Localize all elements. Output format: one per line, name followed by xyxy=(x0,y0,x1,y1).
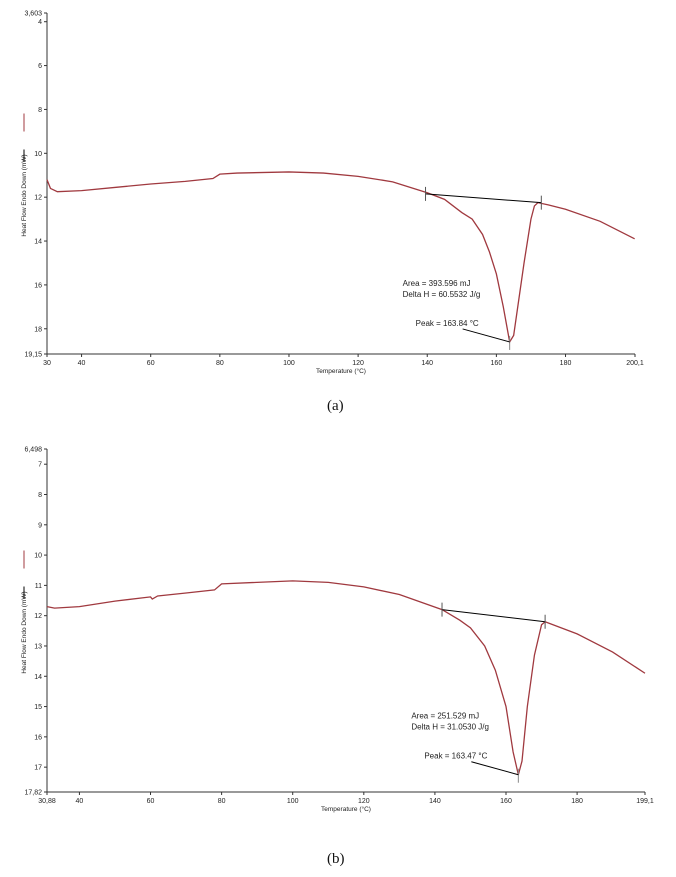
x-tick-label: 80 xyxy=(218,798,226,805)
y-tick-label: 16 xyxy=(34,734,42,741)
x-tick-label: 140 xyxy=(429,798,441,805)
peak-leader-line xyxy=(471,761,519,776)
y-tick-label: 17,82 xyxy=(24,790,42,797)
x-tick-label: 140 xyxy=(421,360,433,367)
x-tick-label: 30 xyxy=(43,360,51,367)
y-tick-label: 12 xyxy=(34,613,42,620)
y-tick-label: 8 xyxy=(38,492,42,499)
integration-baseline xyxy=(425,193,542,204)
y-tick-label: 13 xyxy=(34,643,42,650)
y-axis-label: Heat Flow Endo Down (mW) xyxy=(21,154,28,236)
y-tick-label: 4 xyxy=(38,19,42,26)
x-tick-label: 40 xyxy=(76,798,84,805)
peak-leader-line xyxy=(462,328,510,343)
heat-flow-curve xyxy=(46,580,646,775)
y-tick-label: 19,15 xyxy=(24,352,42,359)
x-axis-label: Temperature (°C) xyxy=(316,367,366,375)
heat-flow-curve xyxy=(46,171,635,344)
integration-baseline xyxy=(441,609,546,623)
x-tick-label: 160 xyxy=(491,360,503,367)
y-tick-label: 10 xyxy=(34,553,42,560)
peak-label: Peak = 163.84 °C xyxy=(416,319,479,328)
y-tick-label: 7 xyxy=(38,462,42,469)
y-tick-label: 14 xyxy=(34,674,42,681)
delta-h-label: Delta H = 60.5532 J/g xyxy=(403,290,481,299)
x-tick-label: 80 xyxy=(216,360,224,367)
y-tick-label: 8 xyxy=(38,107,42,114)
x-tick-label: 199,1 xyxy=(636,798,654,805)
x-tick-label: 180 xyxy=(571,798,583,805)
y-tick-label: 15 xyxy=(34,704,42,711)
x-tick-label: 120 xyxy=(358,798,370,805)
y-tick-label: 3,603 xyxy=(24,11,42,18)
caption-a: (a) xyxy=(327,398,344,414)
x-tick-label: 100 xyxy=(283,360,295,367)
area-label: Area = 393.596 mJ xyxy=(403,279,471,288)
y-tick-label: 17 xyxy=(34,765,42,772)
delta-h-label: Delta H = 31.0530 J/g xyxy=(411,723,489,732)
x-tick-label: 120 xyxy=(352,360,364,367)
y-tick-label: 6,498 xyxy=(24,447,42,454)
y-tick-label: 10 xyxy=(34,151,42,158)
y-tick-label: 12 xyxy=(34,195,42,202)
y-axis-label: Heat Flow Endo Down (mW) xyxy=(21,591,28,673)
x-tick-label: 100 xyxy=(287,798,299,805)
caption-b: (b) xyxy=(327,851,345,867)
y-tick-label: 18 xyxy=(34,326,42,333)
area-label: Area = 251.529 mJ xyxy=(411,712,479,721)
y-tick-label: 6 xyxy=(38,63,42,70)
x-tick-label: 180 xyxy=(560,360,572,367)
x-tick-label: 200,1 xyxy=(626,360,644,367)
y-tick-label: 11 xyxy=(35,583,42,590)
y-tick-label: 14 xyxy=(34,239,42,246)
peak-label: Peak = 163.47 °C xyxy=(424,752,487,761)
x-tick-label: 60 xyxy=(147,360,155,367)
x-tick-label: 60 xyxy=(147,798,155,805)
y-tick-label: 16 xyxy=(34,282,42,289)
x-tick-label: 40 xyxy=(78,360,86,367)
x-axis-label: Temperature (°C) xyxy=(321,805,371,813)
x-tick-label: 30,88 xyxy=(38,798,56,805)
x-tick-label: 160 xyxy=(500,798,512,805)
y-tick-label: 9 xyxy=(38,522,42,529)
